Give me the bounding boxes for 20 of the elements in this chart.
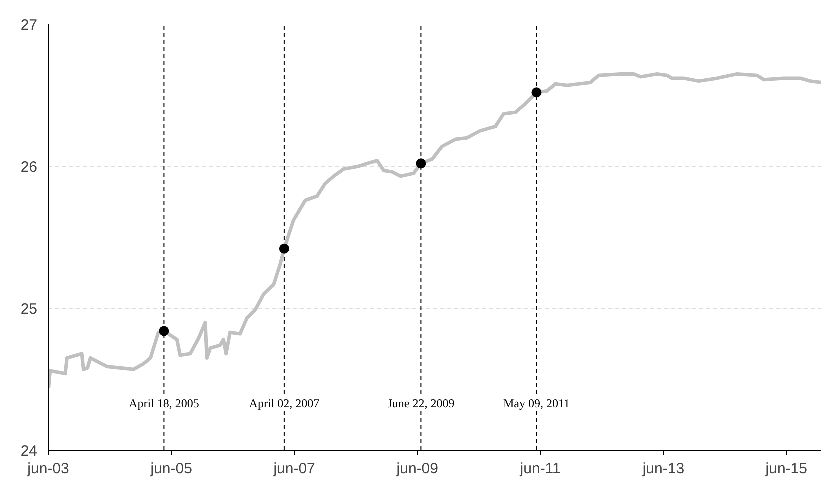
- y-tick-label: 26: [20, 159, 38, 176]
- point: [159, 326, 170, 336]
- y-tick-label: 25: [20, 301, 38, 318]
- x-tick-label: jun-11: [519, 460, 561, 478]
- x-tick-label: jun-09: [396, 460, 439, 478]
- y-tick-label: 27: [20, 17, 38, 34]
- ref-line-label: April 02, 2007: [249, 396, 320, 411]
- line-series: [48, 72, 821, 390]
- point: [532, 88, 542, 98]
- ref-line-label: April 18, 2005: [129, 396, 200, 411]
- x-tick-label: jun-15: [764, 460, 808, 478]
- x-tick-label: jun-03: [26, 460, 70, 478]
- ref-line-label: June 22, 2009: [388, 396, 455, 411]
- x-tick-label: jun-07: [272, 460, 316, 478]
- x-tick-label: jun-05: [150, 460, 192, 478]
- ref-line-label: May 09, 2011: [503, 396, 570, 411]
- y-tick-label: 24: [20, 443, 38, 460]
- point: [279, 244, 290, 254]
- x-tick-label: jun-13: [642, 460, 685, 478]
- point: [416, 158, 426, 169]
